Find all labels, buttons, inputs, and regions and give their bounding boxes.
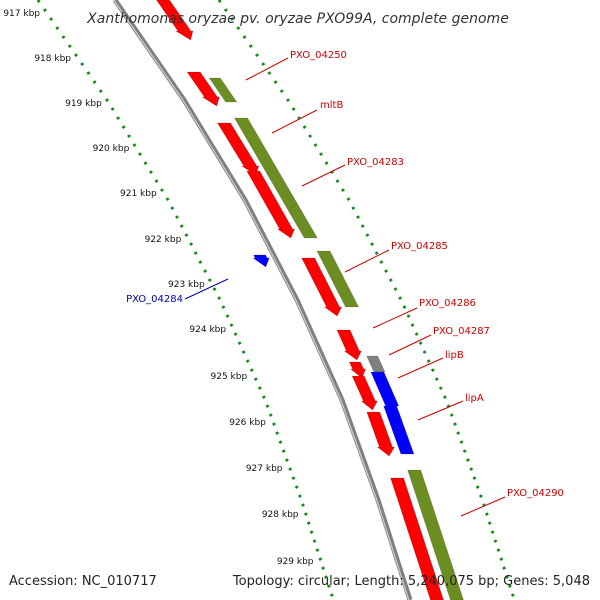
label-leader-line — [460, 496, 506, 517]
cds-pxo-04283-rev — [233, 117, 318, 239]
cds-pxo-04285 — [301, 257, 343, 317]
tick-label-layer: 917 kbp 918 kbp 919 kbp 920 kbp 921 kbp 922 k… — [3, 9, 313, 567]
cds-pxo-04290-rev — [407, 469, 464, 600]
tick-label: 925 kbp — [211, 372, 248, 382]
cds-pxo-04285-rev — [316, 250, 360, 308]
gene-label: PXO_04287 — [433, 326, 490, 337]
tick-label: 927 kbp — [246, 464, 283, 474]
dotted-track-layer — [36, 0, 515, 598]
gene-label: lipA — [465, 393, 484, 404]
tick-label: 918 kbp — [34, 54, 71, 64]
cds-pxo-04287 — [348, 361, 367, 379]
tick-label: 926 kbp — [229, 418, 266, 428]
backbone-layer — [112, 0, 413, 600]
label-leader-line — [344, 249, 390, 273]
label-leader-line — [271, 109, 318, 134]
label-leader-line — [301, 164, 346, 187]
gene-label: mltB — [320, 100, 343, 111]
gene-label: PXO_04283 — [347, 157, 404, 168]
tick-label: 923 kbp — [168, 280, 205, 290]
cds-mltb-upstream — [208, 77, 238, 103]
cds-lipa-blue — [383, 405, 415, 455]
label-leader-line — [388, 334, 432, 356]
gene-label: lipB — [445, 350, 464, 361]
cds-pxo-04250 — [186, 71, 220, 107]
cds-pxo-04283 — [246, 170, 296, 239]
tick-label: 917 kbp — [3, 9, 40, 19]
tick-label: 922 kbp — [145, 235, 182, 245]
genome-backbone-highlight — [113, 0, 410, 600]
cds-pxo-04286 — [336, 329, 362, 361]
tick-label: 920 kbp — [93, 144, 130, 154]
genome-backbone — [112, 0, 413, 600]
cds-lipa — [366, 411, 395, 457]
tick-label: 924 kbp — [189, 325, 226, 335]
cds-lipb-blue — [370, 371, 400, 407]
tick-label: 919 kbp — [65, 99, 102, 109]
label-leader-line — [417, 400, 464, 421]
feature-pxo-04287-gray — [366, 355, 386, 373]
accession-text: Accession: NC_010717 — [9, 574, 157, 589]
genome-summary-text: Topology: circular; Length: 5,240,075 bp… — [232, 574, 590, 589]
cds-pxo-04284 — [252, 254, 270, 268]
label-leader-line — [397, 357, 444, 379]
gene-label: PXO_04290 — [507, 488, 564, 499]
inner-dotted-track — [36, 0, 334, 598]
label-leader-line — [372, 307, 418, 329]
cds-mltb — [216, 122, 260, 176]
gene-label: PXO_04286 — [419, 298, 476, 309]
label-leader-line — [184, 278, 229, 300]
tick-label: 928 kbp — [262, 510, 299, 520]
gene-label: PXO_04250 — [290, 50, 347, 61]
map-title: Xanthomonas oryzae pv. oryzae PXO99A, co… — [86, 11, 509, 27]
label-leader-line — [245, 57, 289, 81]
cds-pxo-04250a — [156, 0, 194, 41]
gene-label: PXO_04285 — [391, 241, 448, 252]
gene-label: PXO_04284 — [126, 294, 183, 305]
cds-lipb — [351, 375, 378, 411]
gene-label-layer: PXO_04250 mltB PXO_04283 PXO_04285 PXO_04286… — [126, 50, 564, 517]
tick-label: 929 kbp — [277, 557, 314, 567]
cds-pxo-04290 — [390, 477, 444, 600]
outer-dotted-track — [217, 0, 515, 598]
tick-label: 921 kbp — [120, 189, 157, 199]
features-layer — [156, 0, 464, 600]
